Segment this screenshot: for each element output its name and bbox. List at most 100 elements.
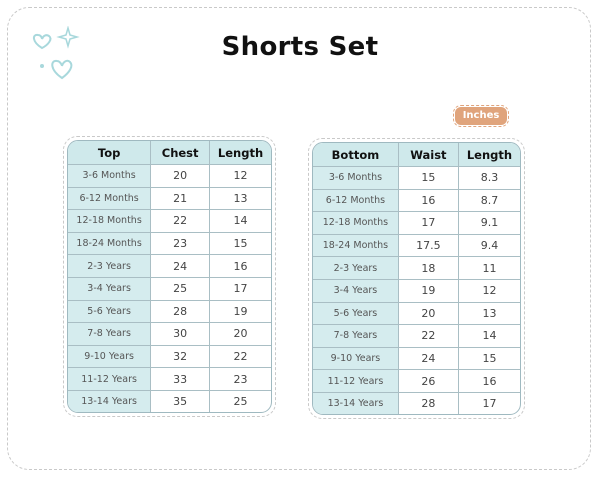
measurement-cell: 30 xyxy=(151,323,211,346)
size-label-cell: 6-12 Months xyxy=(68,187,152,211)
unit-badge: Inches xyxy=(453,105,509,127)
size-label-cell: 6-12 Months xyxy=(313,189,399,213)
size-label-cell: 3-6 Months xyxy=(68,165,152,188)
measurement-cell: 12 xyxy=(458,280,520,303)
size-label-cell: 12-18 Months xyxy=(313,212,399,235)
size-label-cell: 5-6 Years xyxy=(313,302,399,326)
bottom-size-table: Bottom Waist Length 3-6 Months 15 8.3 6-12 Mon… xyxy=(308,138,525,419)
top-size-table: Top Chest Length 3-6 Months 20 12 6-12 Months 2… xyxy=(63,136,276,417)
table-row: 7-8 Years 22 14 xyxy=(313,325,520,348)
table-row: 7-8 Years 30 20 xyxy=(68,323,271,346)
table-row: 12-18 Months 17 9.1 xyxy=(313,212,520,235)
measurement-cell: 35 xyxy=(151,390,211,412)
table-row: 11-12 Years 26 16 xyxy=(313,370,520,393)
measurement-cell: 17 xyxy=(398,212,459,235)
column-header: Length xyxy=(210,141,271,165)
table-row: 2-3 Years 24 16 xyxy=(68,255,271,278)
size-label-cell: 18-24 Months xyxy=(68,232,152,256)
table-row: 5-6 Years 20 13 xyxy=(313,302,520,326)
table-row: 18-24 Months 17.5 9.4 xyxy=(313,234,520,258)
table-row: 9-10 Years 24 15 xyxy=(313,347,520,371)
measurement-cell: 9.1 xyxy=(458,212,520,235)
measurement-cell: 22 xyxy=(398,325,459,348)
table-row: 13-14 Years 35 25 xyxy=(68,390,271,412)
size-label-cell: 7-8 Years xyxy=(313,325,399,348)
measurement-cell: 23 xyxy=(151,232,211,256)
measurement-cell: 12 xyxy=(210,165,271,188)
size-label-cell: 7-8 Years xyxy=(68,323,152,346)
header-row: Top Chest Length xyxy=(68,141,271,165)
measurement-cell: 33 xyxy=(151,368,211,391)
table-row: 3-4 Years 19 12 xyxy=(313,279,520,303)
size-label-cell: 2-3 Years xyxy=(68,255,152,278)
table-row: 11-12 Years 33 23 xyxy=(68,368,271,391)
size-label-cell: 3-6 Months xyxy=(313,167,399,190)
measurement-cell: 23 xyxy=(210,368,271,391)
size-label-cell: 13-14 Years xyxy=(68,390,152,412)
table-row: 6-12 Months 21 13 xyxy=(68,187,271,211)
measurement-cell: 28 xyxy=(399,392,459,414)
size-label-cell: 18-24 Months xyxy=(313,234,399,258)
size-label-cell: 12-18 Months xyxy=(68,210,152,233)
size-label-cell: 5-6 Years xyxy=(68,300,152,324)
measurement-cell: 22 xyxy=(151,210,211,233)
measurement-cell: 24 xyxy=(151,255,211,278)
hearts-sparkle-icon xyxy=(32,26,80,80)
measurement-cell: 15 xyxy=(458,348,520,371)
size-label-cell: 13-14 Years xyxy=(313,392,399,414)
column-header: Waist xyxy=(398,143,459,167)
page-frame xyxy=(7,7,591,470)
table-row: 13-14 Years 28 17 xyxy=(313,392,520,414)
table-row: 18-24 Months 23 15 xyxy=(68,232,271,256)
size-label-cell: 9-10 Years xyxy=(68,345,152,369)
page-title: Shorts Set xyxy=(221,32,379,62)
measurement-cell: 25 xyxy=(151,277,211,301)
column-header: Top xyxy=(68,141,152,165)
measurement-cell: 17 xyxy=(210,278,271,301)
measurement-cell: 24 xyxy=(398,347,459,371)
measurement-cell: 8.3 xyxy=(458,167,520,190)
table-row: 3-6 Months 20 12 xyxy=(68,165,271,188)
measurement-cell: 25 xyxy=(233,394,248,408)
measurement-cell: 20 xyxy=(398,302,459,326)
size-table: Bottom Waist Length 3-6 Months 15 8.3 6-12 Mon… xyxy=(312,142,521,415)
column-header: Chest xyxy=(151,141,211,165)
measurement-cell: 16 xyxy=(398,189,459,213)
size-label-cell: 9-10 Years xyxy=(313,347,399,371)
size-label-cell: 3-4 Years xyxy=(68,277,152,301)
size-label-cell: 3-4 Years xyxy=(313,279,399,303)
size-label-cell: 11-12 Years xyxy=(313,370,399,393)
column-header: Length xyxy=(458,143,520,167)
measurement-cell: 15 xyxy=(210,233,271,256)
table-row: 6-12 Months 16 8.7 xyxy=(313,189,520,213)
measurement-cell: 26 xyxy=(398,370,459,393)
header-row: Bottom Waist Length xyxy=(313,143,520,167)
table-row: 9-10 Years 32 22 xyxy=(68,345,271,369)
measurement-cell: 19 xyxy=(398,279,459,303)
measurement-cell: 17.5 xyxy=(398,234,459,258)
measurement-cell: 20 xyxy=(151,165,211,188)
measurement-cell: 13 xyxy=(458,303,520,326)
measurement-cell: 18 xyxy=(398,257,459,280)
measurement-cell: 20 xyxy=(210,323,271,346)
measurement-cell: 13 xyxy=(210,188,271,211)
size-label-cell: 2-3 Years xyxy=(313,257,399,280)
measurement-cell: 21 xyxy=(151,187,211,211)
table-row: 3-6 Months 15 8.3 xyxy=(313,167,520,190)
measurement-cell: 15 xyxy=(398,167,459,190)
measurement-cell: 9.4 xyxy=(458,235,520,258)
measurement-cell: 17 xyxy=(482,396,497,410)
table-row: 12-18 Months 22 14 xyxy=(68,210,271,233)
column-header: Bottom xyxy=(313,143,399,167)
measurement-cell: 28 xyxy=(151,300,211,324)
measurement-cell: 14 xyxy=(210,210,271,233)
size-label-cell: 11-12 Years xyxy=(68,368,152,391)
table-row: 2-3 Years 18 11 xyxy=(313,257,520,280)
table-row: 5-6 Years 28 19 xyxy=(68,300,271,324)
measurement-cell: 16 xyxy=(210,255,271,278)
size-table: Top Chest Length 3-6 Months 20 12 6-12 Months 2… xyxy=(67,140,272,413)
measurement-cell: 19 xyxy=(210,301,271,324)
measurement-cell: 8.7 xyxy=(458,190,520,213)
table-row: 3-4 Years 25 17 xyxy=(68,277,271,301)
measurement-cell: 22 xyxy=(210,346,271,369)
